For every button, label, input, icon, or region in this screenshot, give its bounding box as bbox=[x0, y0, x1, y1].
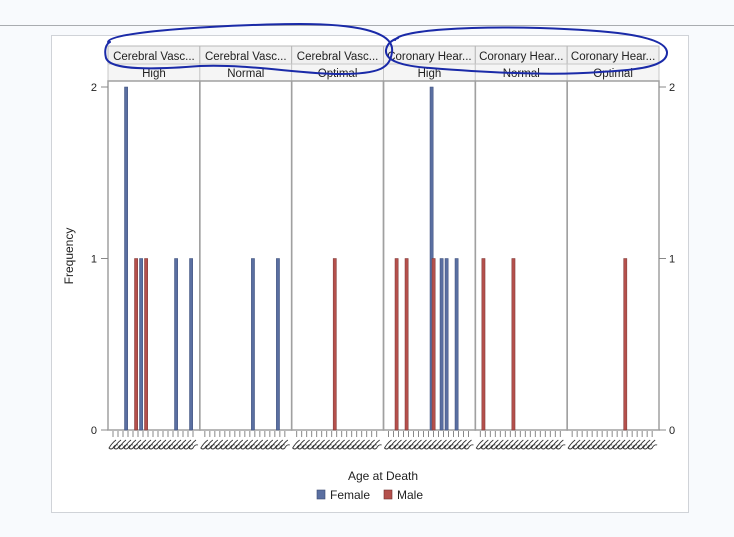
y-tick-label-left: 1 bbox=[91, 254, 97, 266]
y-tick-label-right: 2 bbox=[669, 82, 675, 94]
panel-plot-area bbox=[566, 80, 660, 431]
panel: Coronary Hear... High bbox=[382, 45, 477, 450]
x-tick-labels bbox=[475, 439, 566, 450]
y-tick-label-right: 1 bbox=[669, 254, 675, 266]
legend: Female Male bbox=[316, 488, 423, 502]
x-tick-labels bbox=[108, 439, 199, 450]
bar-male bbox=[481, 258, 486, 431]
panel: Coronary Hear...Optimal bbox=[566, 45, 660, 450]
annotation-loop-coronary bbox=[385, 26, 669, 75]
panel-header-label: Coronary Hear... bbox=[479, 51, 563, 63]
panel: Cerebral Vasc... High bbox=[107, 45, 201, 450]
y-tick-label-right: 0 bbox=[669, 425, 675, 437]
y-tick-label-left: 2 bbox=[91, 82, 97, 94]
annotation-loop-cerebral bbox=[104, 22, 394, 76]
legend-swatch-male bbox=[383, 489, 393, 500]
x-axis-label: Age at Death bbox=[348, 469, 418, 483]
x-tick-labels bbox=[200, 439, 290, 450]
legend-swatch-female bbox=[316, 489, 326, 500]
x-tick-labels bbox=[383, 439, 474, 450]
bar-female bbox=[189, 258, 193, 431]
x-tick-labels bbox=[567, 439, 658, 450]
bar-male bbox=[623, 258, 628, 431]
bar-male bbox=[144, 258, 148, 431]
bar-female bbox=[454, 258, 459, 431]
panel-header-label: Coronary Hear... bbox=[387, 51, 471, 63]
bar-male bbox=[134, 258, 138, 431]
bar-female bbox=[174, 258, 178, 431]
panel-header-label: Cerebral Vasc... bbox=[297, 51, 379, 63]
panel-subheader-label: Normal bbox=[227, 68, 264, 80]
bar-female bbox=[276, 258, 280, 431]
bar-male bbox=[394, 258, 399, 431]
panel: Cerebral Vasc...Optimal bbox=[290, 45, 385, 450]
window-divider bbox=[0, 25, 734, 26]
panel-header-label: Cerebral Vasc... bbox=[113, 51, 195, 63]
bar-male bbox=[511, 258, 516, 431]
legend-label-male: Male bbox=[397, 488, 423, 502]
panel-header-label: Cerebral Vasc... bbox=[205, 51, 287, 63]
panel-plot-area bbox=[107, 80, 201, 431]
bar-female bbox=[139, 258, 143, 431]
panel-plot-area bbox=[290, 80, 385, 431]
bar-female bbox=[439, 258, 444, 431]
bar-female bbox=[444, 258, 449, 431]
y-axis-label: Frequency bbox=[62, 228, 76, 285]
panel: Coronary Hear...Normal bbox=[474, 45, 568, 450]
legend-label-female: Female bbox=[330, 488, 370, 502]
panel-subheader-label: High bbox=[418, 68, 442, 80]
bar-male bbox=[332, 258, 337, 431]
bar-male bbox=[431, 258, 436, 431]
x-tick-labels bbox=[292, 439, 382, 450]
bar-female bbox=[124, 86, 128, 431]
bar-female bbox=[251, 258, 255, 431]
bar-male bbox=[404, 258, 409, 431]
y-tick-label-left: 0 bbox=[91, 425, 97, 437]
panel-subheader-label: High bbox=[142, 68, 166, 80]
panel-header-label: Coronary Hear... bbox=[571, 51, 655, 63]
hand-drawn-annotation bbox=[104, 22, 669, 76]
panel-plot-area bbox=[474, 80, 568, 431]
